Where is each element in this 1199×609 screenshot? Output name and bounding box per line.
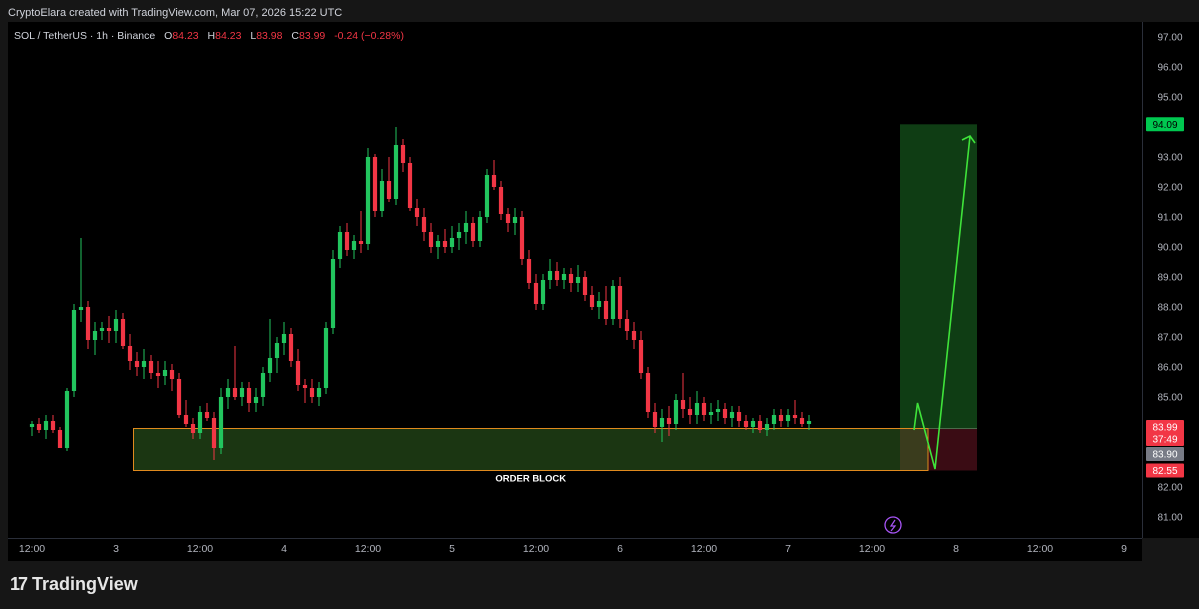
- change-value: -0.24 (−0.28%): [334, 30, 404, 42]
- low-value: 83.98: [256, 30, 283, 42]
- close-label: C: [291, 30, 299, 42]
- low-label: L: [250, 30, 257, 42]
- symbol-legend[interactable]: SOL / TetherUS · 1h · Binance O84.23 H84…: [14, 30, 404, 42]
- price-axis[interactable]: [1142, 22, 1199, 538]
- tradingview-logo[interactable]: 17 TradingView: [10, 574, 138, 595]
- open-label: O: [164, 30, 173, 42]
- tradingview-logo-icon: 17: [10, 574, 28, 594]
- high-label: H: [207, 30, 216, 42]
- high-value: 84.23: [215, 30, 242, 42]
- symbol-name[interactable]: SOL / TetherUS · 1h · Binance: [14, 30, 156, 42]
- chart-credit: CryptoElara created with TradingView.com…: [8, 7, 343, 19]
- close-value: 83.99: [298, 30, 326, 42]
- time-axis[interactable]: [8, 538, 1142, 561]
- chart-panel[interactable]: [8, 22, 1142, 538]
- footer: [0, 562, 1199, 609]
- tradingview-brand: TradingView: [32, 574, 138, 594]
- open-value: 84.23: [172, 30, 199, 42]
